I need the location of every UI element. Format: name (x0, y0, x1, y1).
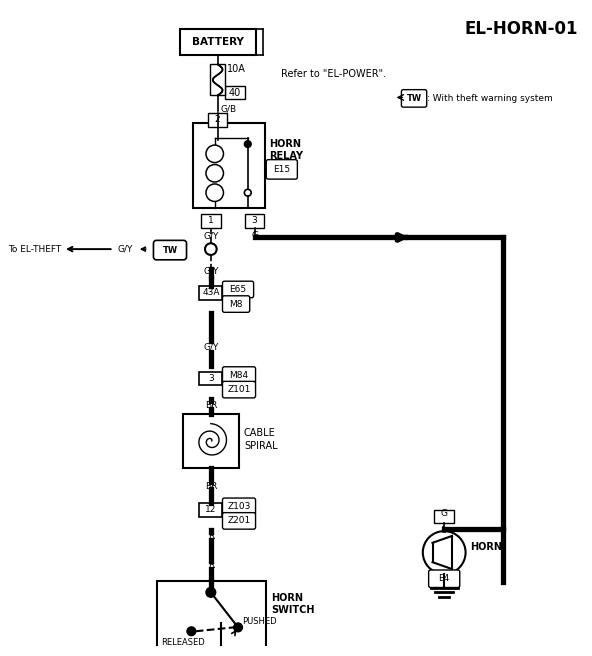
Text: TW: TW (407, 94, 422, 103)
Text: 1: 1 (441, 525, 447, 535)
FancyBboxPatch shape (429, 570, 460, 588)
Text: 40: 40 (229, 87, 242, 98)
Text: 43A: 43A (202, 289, 220, 297)
Text: BR: BR (205, 482, 217, 491)
Text: Z103: Z103 (227, 502, 251, 511)
Text: BATTERY: BATTERY (192, 37, 243, 47)
Text: 3: 3 (252, 216, 258, 226)
Text: TW: TW (162, 245, 178, 255)
FancyBboxPatch shape (208, 113, 227, 127)
Text: Refer to "EL-POWER".: Refer to "EL-POWER". (281, 69, 386, 79)
Circle shape (187, 627, 196, 636)
FancyBboxPatch shape (223, 281, 253, 298)
FancyBboxPatch shape (201, 214, 221, 228)
Text: G/B: G/B (221, 104, 237, 113)
Text: SPIRAL: SPIRAL (244, 441, 278, 451)
Text: M84: M84 (230, 371, 249, 380)
Text: HORN: HORN (269, 139, 301, 149)
FancyBboxPatch shape (182, 415, 239, 468)
FancyBboxPatch shape (199, 286, 223, 300)
Text: G/Y: G/Y (117, 245, 133, 254)
Text: To EL-THEFT: To EL-THEFT (8, 245, 61, 254)
Text: G: G (440, 509, 448, 518)
Text: PUSHED: PUSHED (242, 617, 276, 626)
FancyBboxPatch shape (157, 581, 266, 656)
Text: G/Y: G/Y (203, 266, 218, 276)
FancyBboxPatch shape (223, 367, 256, 383)
FancyBboxPatch shape (180, 30, 256, 54)
Circle shape (234, 623, 243, 632)
FancyBboxPatch shape (199, 503, 223, 516)
Text: E15: E15 (274, 165, 290, 174)
FancyBboxPatch shape (245, 214, 264, 228)
Text: G: G (251, 231, 258, 240)
Text: 10A: 10A (227, 64, 246, 74)
FancyBboxPatch shape (226, 86, 245, 99)
FancyBboxPatch shape (199, 372, 223, 385)
Text: M8: M8 (229, 300, 243, 308)
Text: Z101: Z101 (227, 385, 251, 394)
Text: HORN: HORN (271, 593, 303, 604)
Circle shape (206, 588, 215, 597)
FancyBboxPatch shape (435, 510, 454, 523)
Text: HORN: HORN (471, 542, 503, 552)
Text: R: R (208, 532, 214, 541)
Text: G/Y: G/Y (203, 231, 218, 240)
FancyBboxPatch shape (194, 123, 265, 208)
Text: : With theft warning system: : With theft warning system (427, 94, 552, 103)
Text: BR: BR (205, 401, 217, 410)
FancyBboxPatch shape (153, 240, 186, 260)
Circle shape (244, 140, 251, 148)
FancyBboxPatch shape (223, 498, 256, 514)
Text: RELEASED: RELEASED (161, 638, 205, 647)
Text: Z201: Z201 (227, 516, 250, 525)
Text: EL-HORN-01: EL-HORN-01 (465, 20, 578, 37)
Text: SWITCH: SWITCH (271, 605, 314, 615)
FancyBboxPatch shape (223, 512, 256, 529)
FancyBboxPatch shape (210, 64, 226, 96)
Text: 12: 12 (205, 505, 217, 514)
FancyBboxPatch shape (266, 159, 297, 179)
FancyBboxPatch shape (401, 90, 427, 107)
Text: E4: E4 (439, 574, 450, 583)
Text: 2: 2 (215, 115, 220, 124)
Text: 3: 3 (208, 374, 214, 383)
FancyBboxPatch shape (223, 296, 250, 312)
Text: 1: 1 (208, 216, 214, 226)
FancyBboxPatch shape (223, 381, 256, 398)
Text: E65: E65 (230, 285, 247, 294)
Text: G/Y: G/Y (203, 342, 218, 352)
Text: R: R (208, 562, 214, 570)
Text: RELAY: RELAY (269, 151, 303, 161)
Text: CABLE: CABLE (244, 428, 276, 438)
